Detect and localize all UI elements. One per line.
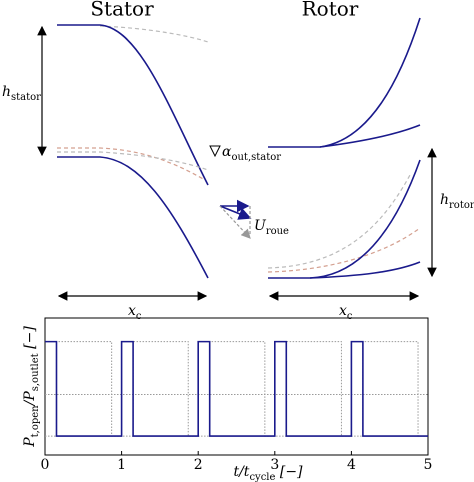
series-line [45,340,428,437]
text-part: U [254,218,267,234]
text-part: x [128,303,136,319]
axis-label: t/tcycle [−] [233,464,303,482]
stator-dashed [57,147,206,181]
subscript: t,open [30,405,41,438]
text-part: /P [22,391,38,408]
x-tick-label: 4 [347,457,356,473]
subscript: c [136,311,142,322]
stator-bottom [57,156,209,279]
x-tick-label: 0 [41,457,50,473]
rotor-title: Rotor [302,0,359,21]
rotor-top [268,17,421,148]
rotor-bottom [309,261,421,279]
series-line [45,341,428,437]
rotor-dashed [267,174,411,269]
text-part: t/t [233,464,249,480]
velocity [219,205,252,220]
subscript: stator [11,92,41,103]
rotor-dashed [267,227,421,273]
text-part: [−] [22,326,38,354]
subscript: cycle [249,472,275,482]
text-part: P [22,437,38,448]
text-part: h [440,192,449,208]
subscript: c [347,311,353,322]
diagram [37,17,437,301]
x-tick-label: 1 [117,457,126,473]
text-part: h [2,84,11,100]
h-rotor-label: hrotor [440,192,474,211]
stator-dashed [99,25,209,43]
axis-label: Pt,open/Ps,outlet [−] [22,326,41,448]
plot-frame [44,317,429,456]
rotor-bottom [268,159,421,279]
xc-label: xc [128,303,142,322]
stator-title: Stator [90,0,154,21]
subscript: s,outlet [30,353,41,391]
chart: 0 1 2 3 4 5t/tcycle [−]Pt,open/Ps,outlet [−] [22,317,433,482]
x-tick-label: 5 [424,457,433,473]
subscript: rotor [449,200,474,211]
text-part: α [222,144,232,160]
angle-mark [209,145,221,158]
subscript: roue [266,226,289,237]
text-part: x [339,303,347,319]
u-roue-label: Uroue [254,218,289,237]
stator-dashed [57,151,209,171]
xc-label: xc [339,303,353,322]
x-tick-label: 3 [270,457,279,473]
x-tick-label: 2 [194,457,203,473]
stator-top [57,24,209,186]
rotor-top [319,124,421,148]
subscript: out,stator [231,152,281,163]
text-part: [−] [275,464,303,480]
alpha-label: αout,stator [222,144,281,163]
velocity [219,205,251,239]
h-stator-label: hstator [2,84,41,103]
